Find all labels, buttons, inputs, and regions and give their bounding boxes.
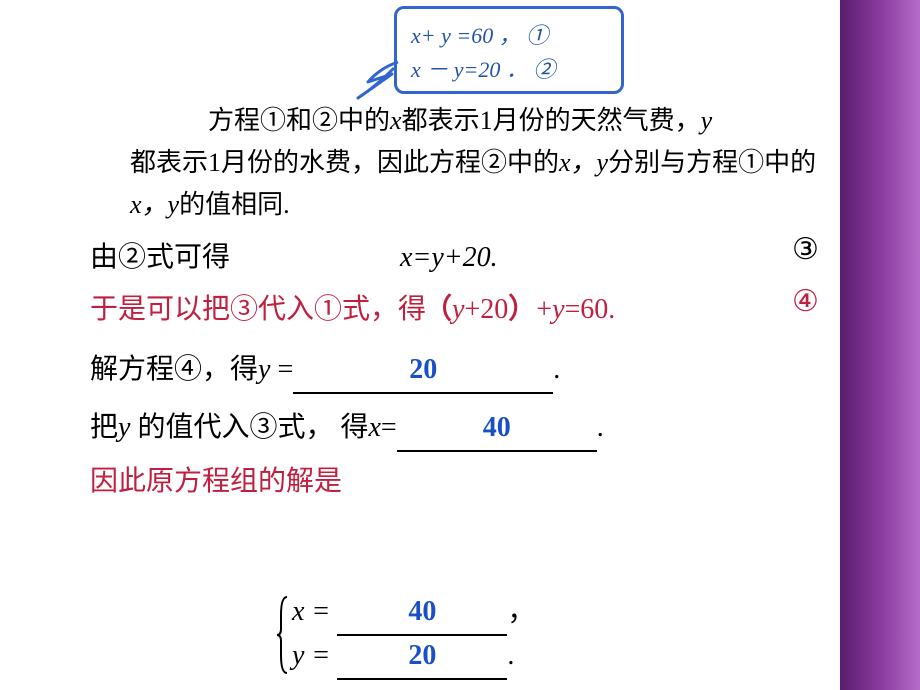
step1-label: 由②式可得 (90, 236, 230, 280)
step4-x: x (368, 412, 380, 443)
purple-side-strip (840, 0, 920, 690)
eq-box-line1: x+ y =60 ， ① (411, 19, 607, 53)
eq-box-line2: x － y=20 ． ② (411, 53, 607, 87)
para-t2a: 都表示1月份的水费，因此方程②中的 (130, 148, 559, 177)
para-t2c: 的值相同. (179, 190, 290, 219)
step3-eq: = (270, 354, 293, 385)
blank-y: 20 (293, 348, 553, 394)
para-t1b: 都表示1月份的天然气费， (402, 106, 701, 135)
blank-solx: 40 (337, 590, 507, 636)
step5-black: 因此原方程组的解是 (90, 460, 342, 504)
step2-label: 于是可以把③代入①式，得 (90, 288, 426, 332)
step4-y: y (118, 412, 137, 443)
ans-y: 20 (409, 354, 437, 385)
blank-soly: 20 (337, 634, 507, 680)
blank-x: 40 (397, 406, 597, 452)
step3-end: . (553, 354, 560, 385)
para-xy2: x，y (130, 190, 179, 219)
para-y1: y (701, 106, 713, 135)
para-x1: x (390, 106, 402, 135)
equation-system-box: x+ y =60 ， ① x － y=20 ． ② (394, 6, 624, 94)
sol-y-label: y = (292, 640, 330, 671)
step4-b: 的值代入③式， 得 (137, 412, 368, 443)
para-t2b: 分别与方程①中的 (608, 148, 816, 177)
marker-4: ④ (792, 284, 819, 319)
step3-a: 解方程④，得 (90, 354, 258, 385)
step3-y: y (258, 354, 270, 385)
marker-3: ③ (792, 232, 819, 267)
sol-y-val: 20 (408, 640, 436, 671)
step4: 把y 的值代入③式， 得x= 40. (90, 406, 604, 452)
step4-eq: = (381, 412, 397, 443)
solution-y: y = 20. (292, 634, 514, 680)
step4-end: . (597, 412, 604, 443)
sol-x-end: ， (507, 596, 535, 627)
para-xy1: x，y (559, 148, 608, 177)
solution-brace-icon (277, 595, 289, 675)
step2-equation: （y+20）+y=60. (424, 288, 615, 332)
ans-x: 40 (483, 412, 511, 443)
sol-y-end: . (507, 640, 514, 671)
speech-tail-icon (350, 60, 400, 100)
step3: 解方程④，得y = 20. (90, 348, 560, 394)
explanation-paragraph: 方程①和②中的x都表示1月份的天然气费，y 都表示1月份的水费，因此方程②中的x… (130, 100, 830, 226)
para-t1a: 方程①和②中的 (208, 106, 390, 135)
step4-a: 把 (90, 412, 118, 443)
sol-x-val: 40 (408, 596, 436, 627)
sol-x-label: x = (292, 596, 330, 627)
para-indent (130, 106, 208, 135)
solution-x: x = 40 ， (292, 590, 535, 636)
step5-a: 因此原方程组的解是 (90, 466, 342, 497)
step1-equation: x=y+20. (400, 236, 498, 280)
